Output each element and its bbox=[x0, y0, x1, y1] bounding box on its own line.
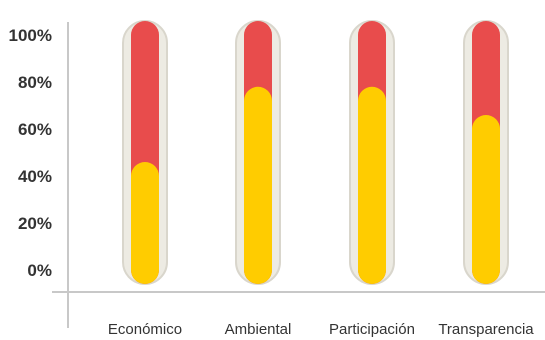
x-tick-label: Transparencia bbox=[438, 321, 534, 338]
bar-lower-segment bbox=[358, 86, 386, 284]
bar-lower-segment bbox=[472, 115, 500, 284]
y-tick-label: 60% bbox=[18, 120, 52, 139]
y-tick-label: 100% bbox=[9, 26, 52, 45]
y-tick-label: 80% bbox=[18, 73, 52, 92]
y-tick-label: 0% bbox=[27, 261, 52, 280]
x-tick-label: Participación bbox=[329, 321, 415, 338]
y-tick-label: 40% bbox=[18, 167, 52, 186]
bar-lower-segment bbox=[244, 86, 272, 284]
y-tick-label: 20% bbox=[18, 214, 52, 233]
x-tick-label: Ambiental bbox=[225, 321, 292, 338]
bar-lower-segment bbox=[131, 162, 159, 284]
x-tick-label: Económico bbox=[108, 321, 182, 338]
